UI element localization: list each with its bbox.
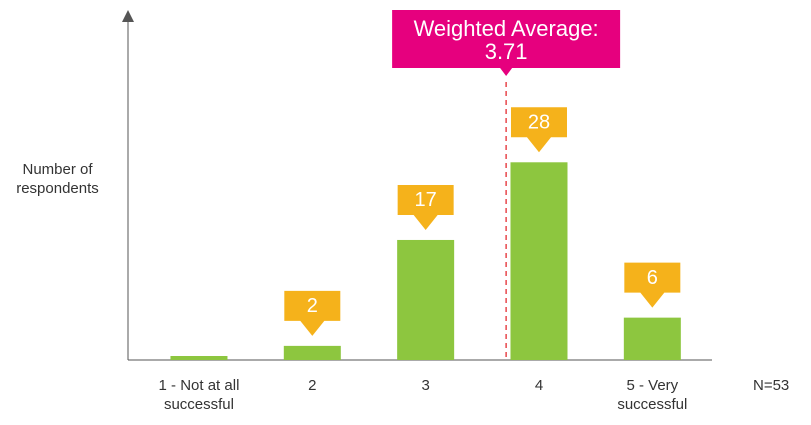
value-label: 28	[528, 112, 550, 134]
x-tick-label: 2	[308, 377, 317, 394]
value-callout	[397, 184, 454, 230]
bar	[397, 239, 455, 360]
y-axis-label: Number of respondents	[16, 161, 99, 197]
value-callout	[284, 290, 341, 336]
average-label: Weighted Average:	[414, 16, 599, 41]
average-value: 3.71	[485, 39, 528, 64]
value-label: 17	[415, 189, 437, 211]
x-tick-label: 1 - Not at all successful	[158, 377, 240, 413]
bar	[170, 356, 228, 360]
bar	[283, 345, 341, 360]
x-tick-label: 3	[421, 377, 430, 394]
bar	[623, 317, 681, 360]
value-callout	[510, 107, 567, 153]
value-label: 6	[647, 267, 658, 289]
average-callout	[392, 10, 621, 76]
x-tick-label: 4	[534, 377, 544, 394]
value-callout	[624, 262, 681, 308]
value-label: 2	[307, 295, 318, 317]
x-tick-label: 5 - Very successful	[617, 377, 688, 413]
y-axis-arrow	[122, 10, 134, 22]
bar	[510, 162, 568, 360]
note: N=53	[753, 377, 790, 394]
